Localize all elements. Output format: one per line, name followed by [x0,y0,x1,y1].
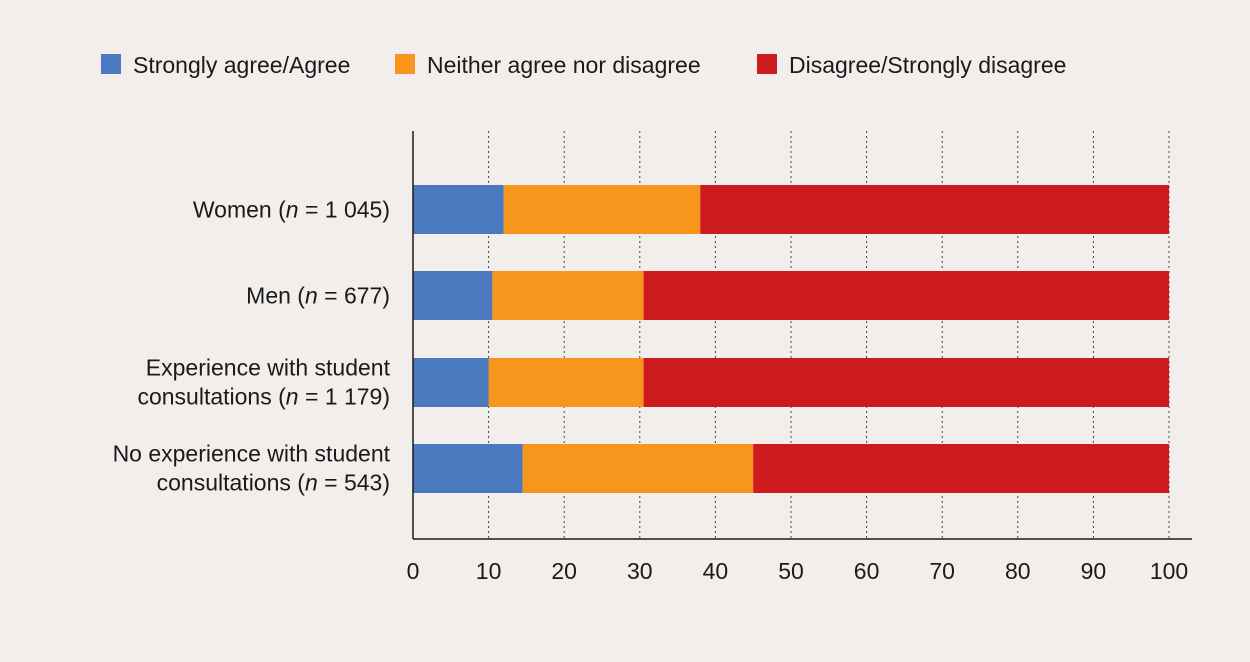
bar-series2-cat1 [503,185,701,234]
x-tick-label-50: 50 [778,558,804,584]
x-tick-label-80: 80 [1005,558,1031,584]
bar-series1-cat2 [413,271,493,320]
x-tick-label-70: 70 [929,558,955,584]
bar-series1-cat4 [413,444,523,493]
legend-swatch-1 [101,54,121,74]
bar-series3-cat3 [643,358,1169,407]
bar-series1-cat1 [413,185,504,234]
bar-series3-cat1 [700,185,1169,234]
legend-label-1: Strongly agree/Agree [133,52,350,78]
bar-series2-cat2 [492,271,644,320]
bar-series2-cat4 [522,444,754,493]
category-label-3: Experience with student consultations (n … [137,355,390,410]
bar-series3-cat2 [643,271,1169,320]
x-tick-label-30: 30 [627,558,653,584]
bar-series3-cat4 [753,444,1169,493]
category-label-4: No experience with student consultations … [113,441,391,496]
x-tick-label-0: 0 [407,558,420,584]
legend-label-3: Disagree/Strongly disagree [789,52,1066,78]
x-tick-label-40: 40 [703,558,729,584]
x-tick-label-20: 20 [551,558,577,584]
x-tick-label-10: 10 [476,558,502,584]
bar-series2-cat3 [488,358,644,407]
legend-swatch-2 [395,54,415,74]
x-tick-label-90: 90 [1081,558,1107,584]
category-label-2: Men (n = 677) [246,283,390,309]
legend-label-2: Neither agree nor disagree [427,52,701,78]
x-tick-label-60: 60 [854,558,880,584]
category-label-1: Women (n = 1 045) [193,197,390,223]
bar-series1-cat3 [413,358,489,407]
x-tick-label-100: 100 [1150,558,1188,584]
legend-swatch-3 [757,54,777,74]
